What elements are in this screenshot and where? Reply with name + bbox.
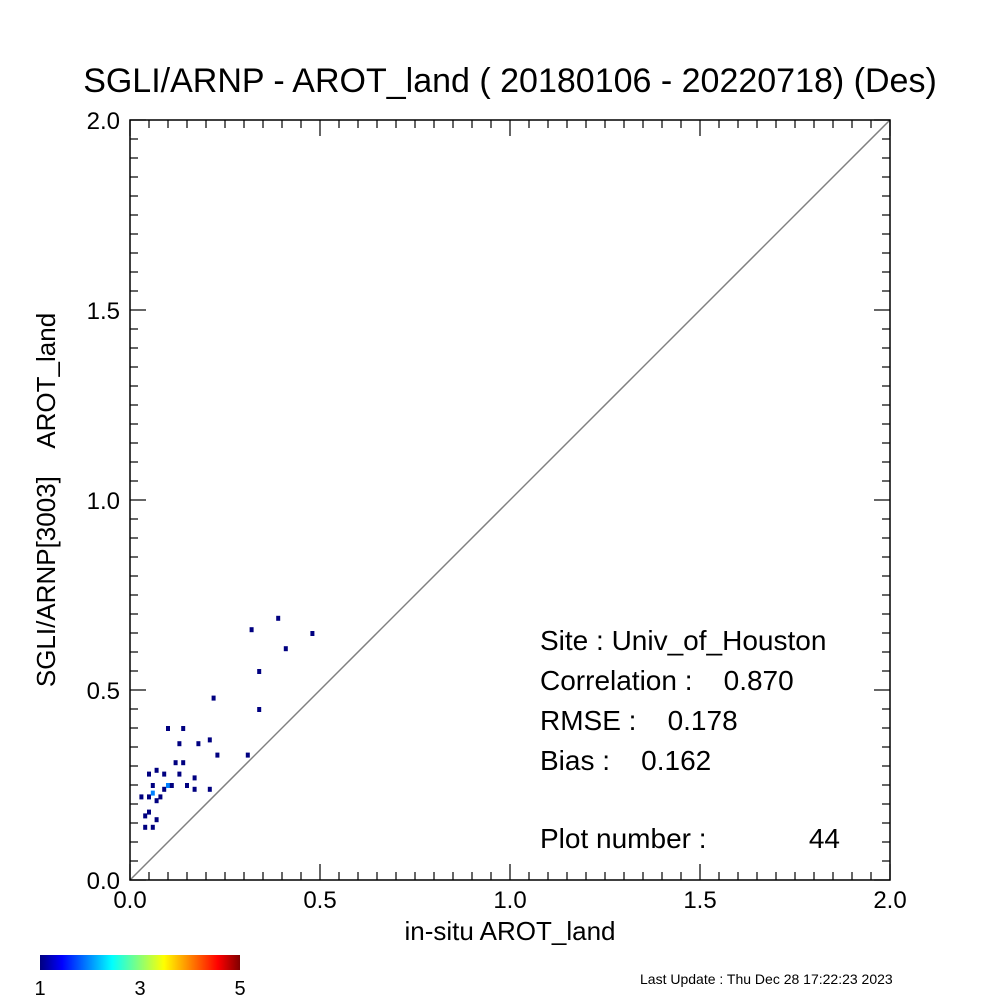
data-point bbox=[185, 783, 189, 788]
data-point bbox=[177, 771, 182, 777]
x-axis-label: in-situ AROT_land bbox=[405, 916, 616, 946]
data-point bbox=[192, 775, 197, 781]
y-axis-label: SGLI/ARNP[3003] AROT_land bbox=[31, 313, 61, 687]
data-point bbox=[154, 817, 159, 823]
data-point bbox=[150, 783, 155, 788]
data-point bbox=[181, 726, 186, 731]
axis-ticks bbox=[129, 119, 891, 881]
data-point bbox=[166, 783, 170, 788]
data-point bbox=[257, 669, 262, 674]
colorbar bbox=[40, 955, 240, 970]
data-point bbox=[177, 741, 182, 747]
data-point bbox=[215, 752, 220, 758]
plot-number-label: Plot number : bbox=[540, 823, 707, 854]
x-tick-label: 0.0 bbox=[113, 887, 146, 914]
data-point bbox=[158, 794, 163, 800]
chart-title: SGLI/ARNP - AROT_land ( 20180106 - 20220… bbox=[83, 62, 937, 100]
data-point bbox=[207, 786, 212, 792]
data-point bbox=[207, 737, 212, 743]
data-point bbox=[283, 646, 288, 652]
y-tick-label: 2.0 bbox=[87, 108, 120, 135]
data-point bbox=[169, 783, 174, 788]
data-point bbox=[192, 786, 197, 792]
x-tick-label: 0.5 bbox=[303, 887, 336, 914]
data-point bbox=[162, 786, 167, 792]
y-tick-label: 1.5 bbox=[87, 298, 120, 325]
data-point bbox=[162, 771, 167, 777]
data-point bbox=[276, 615, 281, 621]
correlation-label: Correlation : 0.870 bbox=[540, 665, 794, 696]
data-point bbox=[173, 760, 178, 766]
x-tick-label: 2.0 bbox=[873, 887, 906, 914]
data-point bbox=[147, 794, 151, 800]
data-point bbox=[196, 741, 201, 747]
data-point bbox=[181, 760, 186, 766]
data-point bbox=[139, 794, 144, 800]
data-point bbox=[257, 707, 262, 712]
x-tick-label: 1.0 bbox=[493, 887, 526, 914]
colorbar-min-label: 1 bbox=[34, 978, 45, 1000]
colorbar-mid-label: 3 bbox=[134, 978, 145, 1000]
last-update-label: Last Update : Thu Dec 28 17:22:23 2023 bbox=[640, 971, 893, 987]
bias-label: Bias : 0.162 bbox=[540, 745, 711, 776]
data-point bbox=[154, 767, 159, 773]
plot-number-value: 44 bbox=[809, 823, 840, 854]
data-point bbox=[166, 726, 170, 731]
data-point bbox=[143, 813, 148, 819]
data-point bbox=[211, 695, 216, 701]
y-tick-label: 1.0 bbox=[87, 488, 120, 515]
data-point bbox=[245, 752, 250, 758]
data-point bbox=[150, 790, 155, 796]
data-point bbox=[150, 824, 155, 830]
data-point bbox=[143, 824, 148, 830]
y-tick-label: 0.0 bbox=[87, 868, 120, 895]
x-tick-label: 1.5 bbox=[683, 887, 716, 914]
data-point bbox=[147, 809, 151, 815]
colorbar-max-label: 5 bbox=[234, 978, 245, 1000]
data-points bbox=[139, 615, 315, 830]
data-point bbox=[249, 627, 254, 633]
data-point bbox=[154, 798, 159, 804]
y-tick-label: 0.5 bbox=[87, 678, 120, 705]
data-point bbox=[310, 631, 315, 636]
data-point bbox=[147, 771, 151, 777]
one-to-one-line bbox=[129, 119, 891, 881]
rmse-label: RMSE : 0.178 bbox=[540, 705, 738, 736]
site-label: Site : Univ_of_Houston bbox=[540, 625, 826, 656]
